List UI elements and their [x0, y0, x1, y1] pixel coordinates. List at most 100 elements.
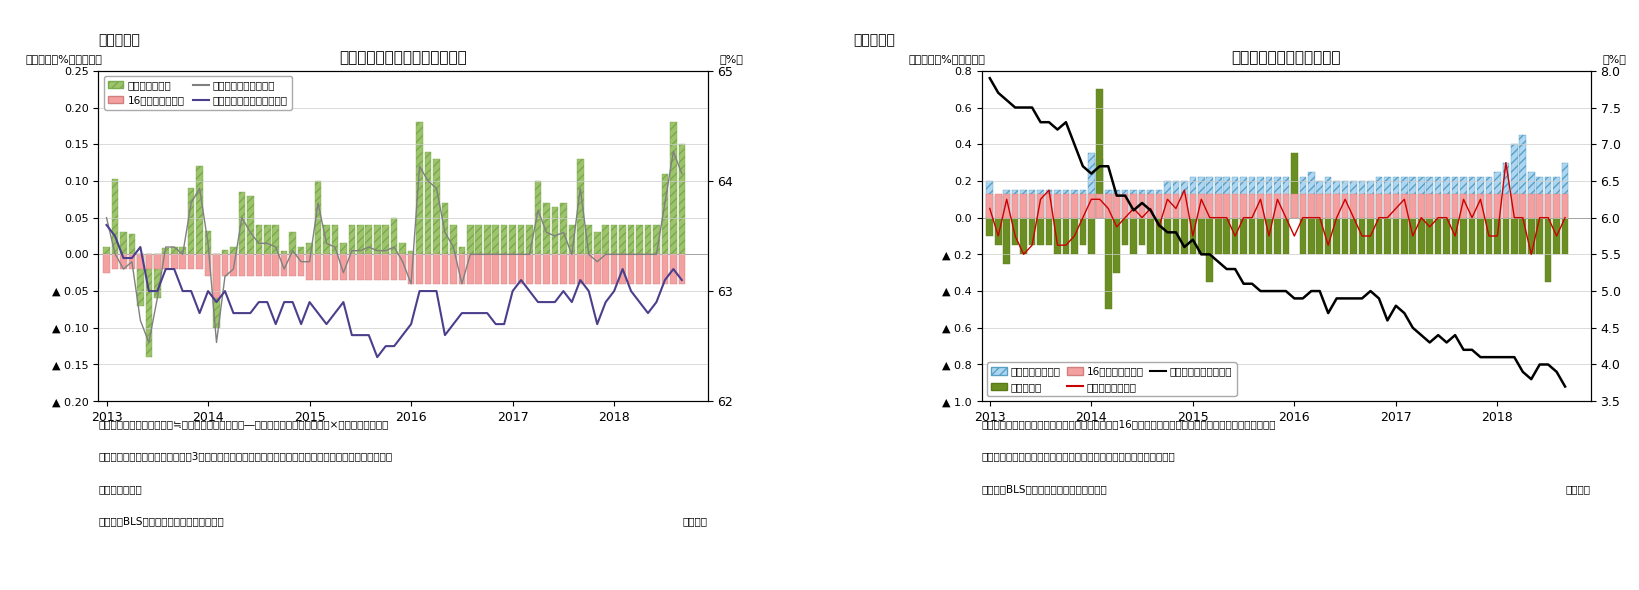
Bar [416, 254, 423, 284]
Bar [205, 231, 211, 254]
Bar [526, 254, 533, 284]
労働参加率（前月差） [434, 229, 454, 236]
Bar [543, 254, 549, 284]
Bar [636, 225, 642, 254]
Bar [1426, 177, 1432, 218]
失業率（前月差） [980, 205, 1000, 212]
Bar [1096, 89, 1103, 218]
Bar [610, 254, 616, 284]
Bar [1282, 194, 1288, 218]
Bar [636, 254, 642, 284]
Bar [1257, 177, 1264, 218]
Bar [154, 254, 161, 299]
Bar [1180, 194, 1187, 218]
Bar [1485, 218, 1491, 254]
Bar [1247, 177, 1254, 218]
Bar [349, 225, 356, 254]
Bar [111, 179, 118, 254]
Line: 失業率（前月差）: 失業率（前月差） [990, 163, 1564, 254]
Bar [1357, 194, 1365, 218]
Bar [1196, 218, 1205, 254]
Bar [518, 225, 524, 254]
Bar [1333, 181, 1339, 218]
Bar [288, 254, 295, 276]
Bar [1046, 194, 1052, 218]
Bar [644, 254, 651, 284]
Text: また、年次ごとに人口推計が変更になっているため、断層を調整: また、年次ごとに人口推計が変更になっているため、断層を調整 [982, 451, 1175, 461]
Bar [315, 181, 321, 254]
Bar [620, 254, 626, 284]
Bar [1172, 218, 1178, 254]
Bar [408, 251, 415, 254]
Bar [1349, 194, 1355, 218]
Bar [197, 166, 203, 254]
Bar [170, 254, 177, 269]
Bar [1477, 194, 1483, 218]
労働参加率（水準、右軸） [207, 299, 226, 306]
Bar [1231, 218, 1237, 254]
Bar [365, 225, 372, 254]
Bar [670, 122, 677, 254]
Bar [103, 254, 110, 273]
Bar [1383, 194, 1390, 218]
Bar [1536, 194, 1542, 218]
Bar [449, 225, 456, 254]
Bar [561, 254, 567, 284]
Line: 労働参加率（水準、右軸）: 労働参加率（水準、右軸） [107, 225, 682, 357]
Bar [1206, 177, 1213, 218]
Bar [1400, 177, 1406, 218]
Bar [1510, 144, 1516, 218]
Bar [1239, 177, 1246, 218]
Bar [670, 254, 677, 284]
Bar [475, 225, 482, 254]
Bar [1493, 194, 1500, 218]
Bar [1426, 218, 1432, 254]
Text: （図表５）: （図表５） [98, 33, 141, 47]
Bar [500, 225, 506, 254]
Bar [679, 254, 685, 284]
Bar [1375, 177, 1382, 218]
Bar [1180, 181, 1187, 218]
Bar [1257, 218, 1264, 254]
Bar [1078, 190, 1085, 218]
Bar [1231, 177, 1237, 218]
Bar [221, 254, 228, 276]
Bar [1341, 218, 1347, 254]
失業率（前月差） [1013, 251, 1033, 258]
Bar [577, 254, 583, 284]
Bar [1121, 194, 1128, 218]
Bar [1528, 218, 1534, 254]
Bar [1501, 194, 1508, 218]
Bar [459, 247, 465, 254]
Bar [1528, 194, 1534, 218]
Bar [1408, 194, 1414, 218]
Bar [213, 254, 220, 328]
Bar [1087, 194, 1093, 218]
Bar [1349, 218, 1355, 254]
Bar [1129, 190, 1136, 218]
Bar [1324, 194, 1331, 218]
Bar [221, 250, 228, 254]
Bar [1459, 194, 1465, 218]
Bar [1028, 194, 1034, 218]
Bar [1485, 177, 1491, 218]
Bar [1105, 218, 1111, 309]
失業率（水準、右軸） [1310, 287, 1329, 294]
労働参加率（水準、右軸） [664, 266, 683, 273]
失業率（前月差） [1080, 196, 1100, 203]
Bar [1434, 194, 1441, 218]
労働参加率（前月差） [672, 170, 692, 177]
Bar [264, 225, 270, 254]
Bar [1367, 181, 1373, 218]
Bar [154, 254, 161, 269]
Bar [1349, 181, 1355, 218]
Bar [1510, 194, 1516, 218]
Text: （月次）: （月次） [1565, 484, 1590, 494]
失業率（水準、右軸） [1090, 163, 1110, 170]
Bar [256, 254, 262, 276]
Bar [628, 225, 634, 254]
Bar [374, 225, 380, 254]
失業率（前月差） [1029, 196, 1049, 203]
Bar [138, 254, 144, 269]
Bar [1046, 218, 1052, 245]
